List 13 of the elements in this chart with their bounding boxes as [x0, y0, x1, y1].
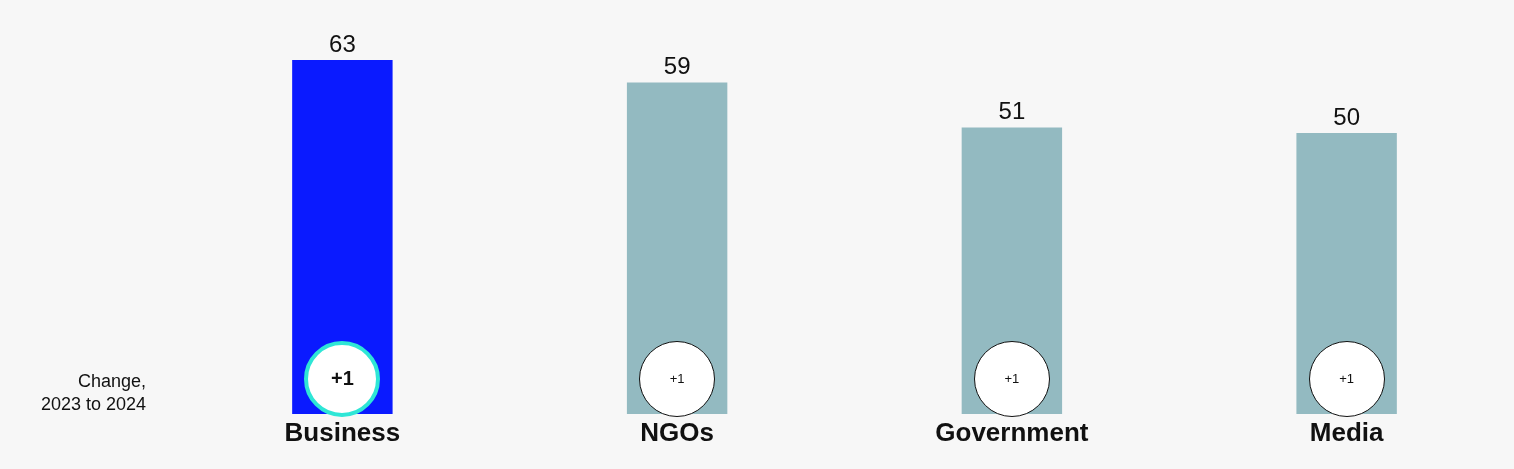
annotation: +1 — [669, 371, 685, 387]
annotation: +1 — [330, 367, 354, 391]
data-label: 51 — [998, 97, 1026, 125]
data-label: 59 — [663, 52, 691, 80]
x-tick-label: NGOs — [640, 417, 714, 447]
x-tick-label: Government — [935, 417, 1089, 447]
x-tick-label: Business — [284, 417, 401, 447]
data-label: 63 — [329, 30, 356, 57]
x-tick-label: Media — [1309, 417, 1385, 447]
text: Change, 2023 to 2024 — [41, 371, 147, 415]
data-label: 50 — [1333, 103, 1360, 131]
annotation: +1 — [1339, 371, 1355, 387]
annotation: +1 — [1004, 371, 1020, 387]
